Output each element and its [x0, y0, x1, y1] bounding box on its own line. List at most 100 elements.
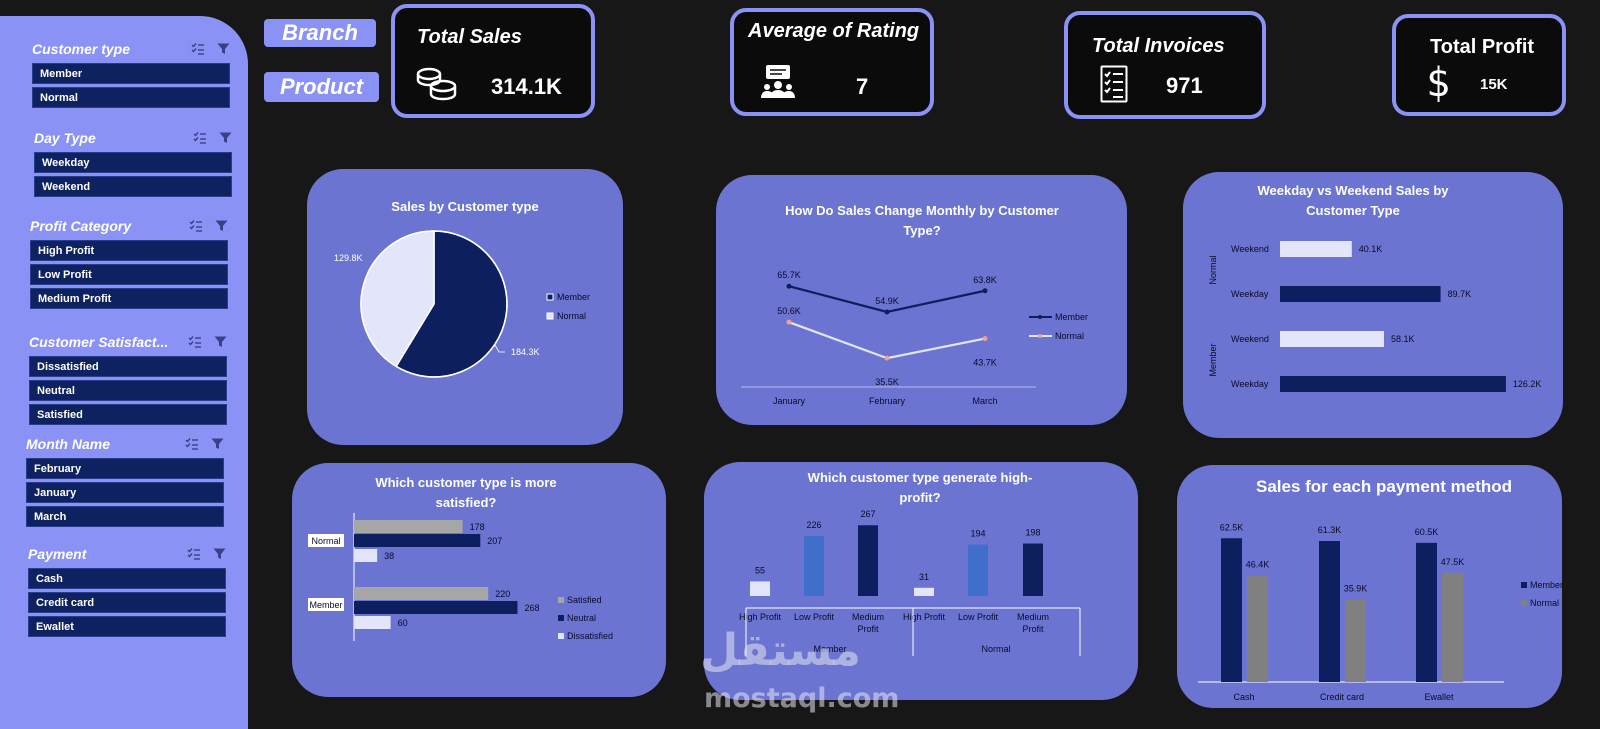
kpi-title: Total Sales: [417, 26, 522, 48]
data-label: 184.3K: [511, 347, 540, 357]
chart-title: How Do Sales Change Monthly by Customer: [785, 203, 1059, 218]
data-label: 38: [384, 551, 394, 561]
high-profit-card: Which customer type generate high-profit…: [704, 462, 1138, 700]
chart-title: Which customer type is more: [375, 475, 556, 490]
slicer-option[interactable]: March: [26, 506, 224, 527]
slicer-header: Profit Category: [30, 215, 228, 237]
column: [1345, 599, 1366, 682]
x-tick-label: Ewallet: [1424, 692, 1454, 702]
kpi-total-invoices: Total Invoices 971: [1064, 11, 1266, 119]
slicer-option[interactable]: Cash: [28, 568, 226, 589]
slicer-option[interactable]: Neutral: [29, 380, 227, 401]
slicer-option[interactable]: Low Profit: [30, 264, 228, 285]
data-label: 207: [487, 536, 502, 546]
legend-swatch: [558, 633, 564, 639]
satisfaction-bar-chart: Which customer type is more satisfied? 178…: [308, 475, 613, 641]
slicer-header: Customer Satisfact...: [29, 331, 227, 353]
watermark-latin: mostaql.com: [704, 683, 900, 714]
x-tick-label: Low Profit: [958, 612, 999, 622]
legend-label: Member: [1530, 580, 1562, 590]
kpi-value: 971: [1166, 73, 1203, 98]
coins-icon: [416, 67, 457, 101]
x-tick-label: High Profit: [739, 612, 782, 622]
kpi-title: Average of Rating: [748, 20, 920, 42]
slicer: Day Type Weekday Weekend: [34, 127, 232, 197]
data-label: 178: [470, 522, 485, 532]
pie-outline: [360, 230, 508, 378]
profit-column-chart: Which customer type generate high-profit…: [739, 470, 1081, 656]
x-tick-label: Medium: [852, 612, 884, 622]
chart-title: Sales by Customer type: [391, 199, 538, 214]
clear-filter-icon[interactable]: [211, 438, 224, 450]
kpi-value: 7: [856, 74, 869, 99]
slicer-option[interactable]: Weekend: [34, 176, 232, 197]
data-label: 65.7K: [777, 270, 801, 280]
slicer-option[interactable]: Medium Profit: [30, 288, 228, 309]
legend-swatch: [558, 597, 564, 603]
bar: [354, 534, 481, 547]
slicer-option[interactable]: February: [26, 458, 224, 479]
data-label: 61.3K: [1318, 525, 1342, 535]
data-label: 40.1K: [1359, 244, 1383, 254]
clear-filter-icon[interactable]: [213, 548, 226, 560]
slicer-title: Payment: [28, 546, 87, 562]
slicer-icons: [191, 43, 230, 55]
daytype-bar-chart: Weekday vs Weekend Sales by Customer Type…: [1208, 183, 1541, 392]
clear-filter-icon[interactable]: [219, 132, 232, 144]
slicer-option[interactable]: Dissatisfied: [29, 356, 227, 377]
slicer-option[interactable]: January: [26, 482, 224, 503]
legend-swatch: [558, 615, 564, 621]
column: [1319, 541, 1340, 682]
group-label: Member: [813, 644, 846, 654]
column: [750, 581, 770, 596]
chart-title: Customer Type: [1306, 203, 1400, 218]
x-tick-label: Low Profit: [794, 612, 835, 622]
multi-select-icon[interactable]: [188, 336, 202, 348]
branch-button[interactable]: Branch: [264, 19, 376, 47]
data-label: 54.9K: [875, 296, 899, 306]
slicer-option[interactable]: Normal: [32, 87, 230, 108]
x-tick-label: Cash: [1233, 692, 1254, 702]
clear-filter-icon[interactable]: [217, 43, 230, 55]
data-label: 63.8K: [973, 275, 997, 285]
legend-swatch: [546, 312, 554, 320]
multi-select-icon[interactable]: [185, 438, 199, 450]
slicer-option[interactable]: Weekday: [34, 152, 232, 173]
multi-select-icon[interactable]: [189, 220, 203, 232]
slicer-title: Customer type: [32, 41, 131, 57]
data-label: 194: [970, 529, 985, 539]
category-label: Weekend: [1231, 334, 1269, 344]
data-label: 198: [1025, 528, 1040, 538]
clear-filter-icon[interactable]: [214, 336, 227, 348]
slicer-icons: [188, 336, 227, 348]
slicer-option[interactable]: High Profit: [30, 240, 228, 261]
slicer-option[interactable]: Ewallet: [28, 616, 226, 637]
invoice-list-icon: [1100, 65, 1128, 103]
multi-select-icon[interactable]: [191, 43, 205, 55]
x-tick-label: January: [773, 396, 806, 406]
slicer: Customer type Member Normal: [32, 38, 230, 108]
pie-chart: Sales by Customer type 184.3K 129.8K Member…: [334, 199, 590, 378]
line-chart: How Do Sales Change Monthly by Customer T…: [741, 203, 1088, 406]
bar: [1280, 241, 1352, 257]
column: [1442, 572, 1463, 682]
product-button[interactable]: Product: [264, 72, 379, 102]
clear-filter-icon[interactable]: [215, 220, 228, 232]
data-label: 50.6K: [777, 306, 801, 316]
slicer-option[interactable]: Member: [32, 63, 230, 84]
group-label: Member: [1208, 343, 1218, 376]
slicer-option[interactable]: Credit card: [28, 592, 226, 613]
multi-select-icon[interactable]: [193, 132, 207, 144]
legend-label: Member: [557, 292, 590, 302]
kpi-value: 314.1K: [491, 74, 562, 99]
data-label: 226: [806, 520, 821, 530]
group-label: Normal: [1208, 255, 1218, 284]
legend-swatch: [1521, 600, 1527, 606]
legend-marker: [1038, 315, 1042, 319]
leader-line: [494, 344, 505, 353]
slicer: Customer Satisfact... Dissatisfied Neutral…: [29, 331, 227, 425]
slicer-option[interactable]: Satisfied: [29, 404, 227, 425]
x-tick-label: Profit: [1022, 624, 1044, 634]
multi-select-icon[interactable]: [187, 548, 201, 560]
data-label: 47.5K: [1441, 557, 1465, 567]
